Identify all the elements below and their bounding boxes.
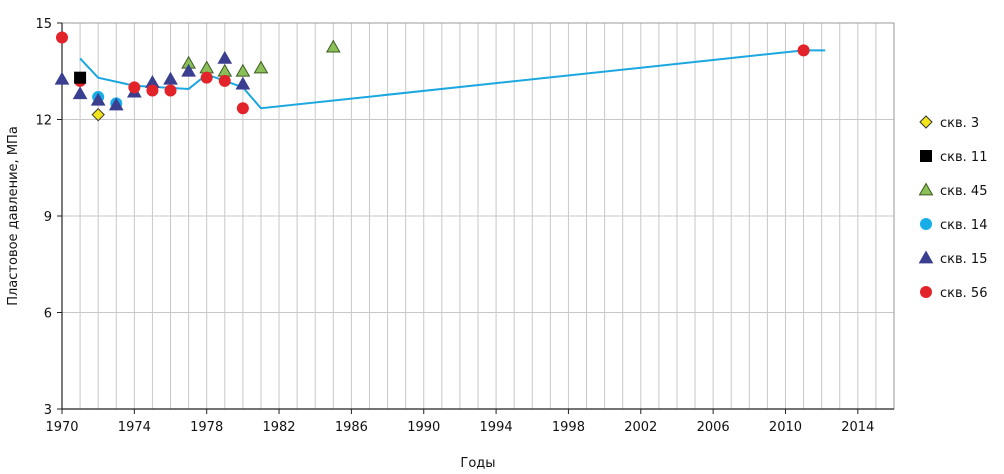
data-point [181,63,196,77]
data-point [199,60,215,74]
x-tick-label: 1970 [45,420,78,435]
data-point [325,39,341,53]
x-tick-label: 1978 [190,420,223,435]
y-tick-label: 12 [35,114,52,129]
legend-label: скв. 45 [940,184,987,199]
ticks-layer: 1970 1974 1978 1982 1986 1990 1994 1998 2002 2006… [35,17,874,435]
data-point [128,81,141,94]
data-point [218,74,231,87]
legend-label: скв. 11 [940,150,987,165]
x-tick-label: 2010 [769,420,802,435]
legend: скв. 3 скв. 11 скв. 45 скв. 14 скв. 15 скв. 5… [918,115,987,301]
x-tick-label: 1974 [118,420,151,435]
points-layer [54,31,810,122]
legend-label: скв. 14 [940,218,987,233]
legend-label: скв. 56 [940,286,987,301]
y-tick-label: 6 [44,307,52,322]
x-tick-label: 2014 [841,420,874,435]
data-point [54,71,70,85]
x-tick-label: 1994 [480,420,513,435]
y-tick-label: 3 [44,403,52,418]
data-point [108,97,124,111]
data-point [235,76,251,90]
data-point [56,31,68,44]
data-point [163,71,178,85]
x-axis-title: Годы [460,456,495,471]
legend-marker [920,150,932,162]
y-axis-title: Пластовое давление, МПа [6,126,21,306]
grid [61,22,895,410]
x-tick-label: 1982 [262,420,295,435]
y-tick-label: 9 [44,210,52,225]
legend-marker [918,250,934,264]
legend-marker [919,115,933,129]
data-point [72,86,88,100]
data-point [200,71,213,84]
data-point [146,84,159,97]
x-tick-label: 2002 [624,420,657,435]
data-point [235,63,251,77]
x-tick-label: 1990 [407,420,440,435]
data-point [217,63,233,77]
legend-marker [920,218,932,230]
legend-marker [918,182,934,196]
y-tick-label: 15 [35,17,52,32]
data-point [90,92,106,106]
x-tick-label: 1998 [552,420,585,435]
data-point [253,60,269,74]
x-tick-label: 1986 [335,420,368,435]
data-point [164,84,177,97]
data-point [236,102,249,115]
data-point [91,107,105,122]
data-point [74,71,87,84]
legend-marker [920,286,932,298]
data-point [217,50,233,64]
data-point [797,44,810,57]
x-tick-label: 2006 [697,420,730,435]
legend-label: скв. 15 [940,252,987,267]
legend-label: скв. 3 [940,116,979,131]
